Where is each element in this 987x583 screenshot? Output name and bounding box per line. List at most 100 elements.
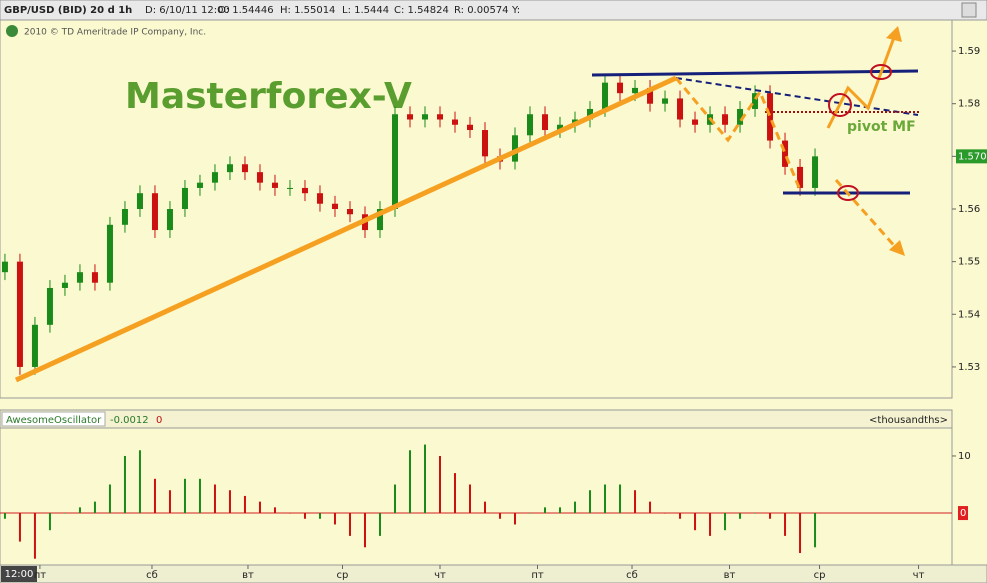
candle-body [542,114,549,131]
x-tick-label: вт [724,570,736,581]
osc-bar [303,513,306,519]
osc-bar [814,513,817,548]
osc-bar [784,513,787,536]
osc-bar [363,513,366,548]
candle-body [316,193,323,204]
resistance-line [591,69,919,77]
y-tick-label: 0 [960,508,966,519]
candle-body [376,209,383,231]
candle-body [797,166,804,188]
candle-body [557,124,564,131]
osc-bar [393,484,396,514]
osc-bar [228,490,231,514]
candle-body [91,272,98,283]
candle-body [241,164,248,173]
date: D: 6/10/11 12:00 [145,5,230,16]
up-arrow [826,31,898,129]
high: H: 1.55014 [280,5,335,16]
y-tick-label: 1.55 [958,257,980,268]
candle-body [301,187,308,194]
candle-body [31,324,38,367]
osc-bar [378,513,381,536]
candle-body [46,287,53,325]
window-button[interactable] [961,2,977,18]
pivot-label: pivot MF [847,119,916,135]
candle-body [782,140,789,167]
candle-body [587,108,594,120]
trend-line [14,75,678,383]
zigzag [674,77,802,191]
candle-body [196,182,203,188]
osc-value: -0.0012 [110,415,149,426]
zero-box [958,506,968,521]
candle-body [632,87,639,94]
candle-body [767,93,774,141]
candle-body [61,282,68,288]
x-tick-label: пт [34,570,47,581]
osc-bar [423,444,426,514]
osc-bar [619,484,622,514]
osc-bar [48,513,51,531]
osc-bar [408,450,411,514]
candle-body [406,114,413,120]
y-tick-label: 1.56 [958,204,980,215]
candle-body [482,130,489,157]
candle-body [737,108,744,125]
range: R: 0.00574 [454,5,509,16]
circle [828,93,852,117]
x-axis: пт сб вт ср чт пт сб вт ср чт [34,565,925,581]
low: L: 1.5444 [342,5,389,16]
osc-zero: 0 [156,415,162,426]
candle-body [121,209,128,225]
x-tick-label: пт [531,570,544,581]
y-tick-label: 1.58 [958,99,980,110]
candle-body [647,87,654,104]
osc-bar [664,513,667,514]
candle-body [662,98,669,104]
candle-body [421,114,428,120]
osc-bar [754,513,757,514]
osc-bar [78,507,81,514]
candle-body [527,114,534,136]
candle-body [166,209,173,231]
osc-bar [559,507,562,514]
candle-body [617,82,624,94]
info-icon[interactable] [6,25,18,37]
osc-bar [544,507,547,514]
dashed-line [675,77,919,116]
watermark: Masterforex-V [125,76,412,117]
x-tick-label: ср [337,570,349,581]
osc-bar [108,484,111,514]
candle-body [677,98,684,120]
osc-bar [33,513,36,559]
candle-body [151,193,158,231]
osc-units: <thousandths> [869,415,948,426]
candle-body [136,193,143,209]
osc-bar [123,455,126,514]
x-tick-label: вт [242,570,254,581]
copyright: 2010 © TD Ameritrade IP Company, Inc. [24,28,206,38]
candle-body [211,172,218,183]
price-marker [956,149,987,164]
candle-body [466,124,473,131]
osc-bar [183,478,186,514]
open: O: 1.54446 [218,5,274,16]
candle-body [391,114,398,209]
x-tick-label: ср [814,570,826,581]
osc-bar [318,513,321,519]
osc-bar [438,455,441,514]
osc-bar [574,501,577,514]
osc-bar [18,513,21,542]
osc-bar [484,501,487,514]
price-marker-label: 1.570 [958,151,987,162]
osc-bar [724,513,727,531]
candle-body [512,135,519,162]
candle-body [436,114,443,120]
x-tick-label: чт [913,570,925,581]
drawings [14,26,920,383]
osc-bar [799,513,802,554]
osc-bar [3,513,6,519]
candle-body [226,164,233,173]
candle-body [271,182,278,188]
